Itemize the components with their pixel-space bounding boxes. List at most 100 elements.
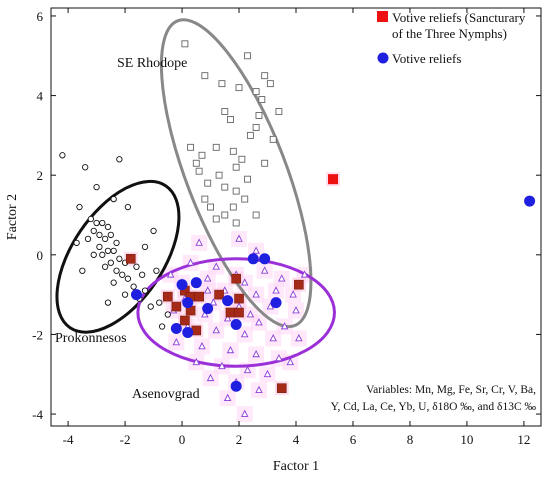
- x-tick-label: 8: [407, 432, 414, 447]
- asenovgrad-point: [280, 322, 289, 330]
- prokonnesos-point: [84, 235, 92, 243]
- rhodope-point: [218, 80, 226, 88]
- prokonnesos-point: [164, 311, 171, 318]
- rhodope-point: [201, 72, 209, 80]
- sanctuary-votive-point: [191, 325, 202, 336]
- asenovgrad-point: [206, 373, 215, 382]
- asenovgrad-point: [300, 270, 309, 278]
- rhodope-point: [201, 195, 209, 203]
- x-tick-label: -2: [120, 432, 131, 447]
- rhodope-point: [232, 163, 240, 171]
- asenovgrad-point: [260, 266, 269, 274]
- prokonnesos-point: [158, 323, 166, 330]
- asenovgrad-point: [195, 238, 203, 246]
- prokonnesos-point: [133, 263, 140, 270]
- rhodope-group-label: SE Rhodope: [117, 56, 187, 71]
- sanctuary-votive-point: [125, 254, 136, 264]
- prokonnesos-point: [150, 227, 157, 235]
- asenovgrad-point: [272, 286, 280, 294]
- rhodope-point: [235, 84, 243, 92]
- x-tick-label: 4: [293, 432, 300, 447]
- rhodope-point: [252, 88, 260, 96]
- prokonnesos-point: [116, 255, 123, 262]
- prokonnesos-point: [104, 299, 112, 306]
- asenovgrad-point: [292, 306, 300, 314]
- sanctuary-votive-point: [276, 383, 287, 393]
- prokonnesos-point: [104, 247, 112, 254]
- prokonnesos-point: [110, 279, 117, 286]
- rhodope-point: [252, 123, 260, 131]
- votive-relief-point: [259, 253, 271, 265]
- sanctuary-votive-point-outlier: [328, 174, 339, 185]
- asenovgrad-point: [209, 298, 218, 306]
- sanctuary-votive-point: [294, 279, 304, 290]
- asenovgrad-point: [223, 314, 232, 322]
- votive-relief-point: [170, 322, 182, 334]
- sanctuary-votive-point: [214, 289, 224, 300]
- rhodope-point: [229, 147, 237, 155]
- asenovgrad-point: [198, 342, 206, 350]
- asenovgrad-point: [263, 369, 272, 378]
- rhodope-point: [255, 112, 263, 119]
- legend-marker-blue-circle: [377, 52, 389, 64]
- x-tick-label: 12: [517, 432, 530, 447]
- prokonnesos-group-label: Prokonnesos: [55, 331, 127, 346]
- rhodope-point: [221, 108, 229, 115]
- tick-layer: -4 -2 0 2 4 6 8 10 12 -4 -2 0 2 4 6: [32, 8, 541, 447]
- rhodope-point: [244, 175, 252, 183]
- rhodope-point: [266, 80, 274, 88]
- rhodope-point: [215, 171, 223, 179]
- variables-note-line2: Y, Cd, La, Ce, Yb, U, δ18O ‰, and δ13C ‰: [331, 401, 537, 413]
- rhodope-point: [246, 131, 254, 139]
- x-tick-label: -4: [63, 432, 74, 447]
- asenovgrad-point: [223, 393, 232, 401]
- prokonnesos-point: [73, 239, 80, 247]
- sanctuary-votive-point: [234, 293, 244, 304]
- sanctuary-votive-point: [171, 301, 182, 312]
- votive-relief-point: [222, 295, 234, 307]
- rhodope-point: [192, 159, 200, 167]
- rhodope-point: [207, 203, 214, 211]
- rhodope-point: [258, 96, 266, 104]
- asenovgrad-point: [252, 246, 260, 254]
- y-tick-label: -2: [32, 327, 43, 342]
- prokonnesos-point: [76, 203, 83, 211]
- asenovgrad-point: [278, 274, 286, 282]
- prokonnesos-point: [96, 231, 103, 239]
- sanctuary-votive-point: [231, 273, 241, 284]
- rhodope-point: [195, 167, 203, 175]
- asenovgrad-point: [172, 338, 181, 346]
- rhodope-point: [227, 116, 234, 123]
- prokonnesos-point: [101, 263, 109, 270]
- x-axis-title: Factor 1: [273, 459, 319, 474]
- asenovgrad-point: [226, 345, 235, 354]
- votive-relief-point: [202, 303, 214, 315]
- asenovgrad-point: [252, 290, 260, 298]
- asenovgrad-point: [212, 262, 220, 270]
- asenovgrad-point: [203, 274, 212, 282]
- prokonnesos-point: [156, 299, 163, 306]
- prokonnesos-point: [99, 219, 106, 227]
- votive-relief-point: [182, 326, 194, 338]
- votive-relief-point: [247, 253, 259, 265]
- prokonnesos-point: [79, 267, 86, 274]
- y-tick-label: 4: [37, 89, 44, 104]
- x-tick-label: 6: [350, 432, 357, 447]
- legend-label-sanctuary-line2: of the Three Nymphs): [392, 26, 507, 41]
- prokonnesos-point: [99, 251, 106, 258]
- asenovgrad-point: [186, 258, 195, 266]
- asenovgrad-point: [269, 334, 277, 342]
- rhodope-point: [181, 40, 189, 48]
- prokonnesos-point: [119, 271, 126, 278]
- votive-relief-point: [176, 279, 188, 291]
- legend-label-votive-reliefs: Votive reliefs: [392, 51, 461, 66]
- asenovgrad-point: [166, 270, 175, 278]
- rhodope-point: [221, 183, 229, 191]
- prokonnesos-point: [87, 215, 95, 223]
- asenovgrad-point: [275, 353, 283, 362]
- point-layer: [59, 40, 536, 417]
- rhodope-point: [241, 195, 249, 203]
- prokonnesos-point: [93, 219, 100, 227]
- rhodope-point: [229, 203, 237, 211]
- prokonnesos-point: [113, 267, 120, 274]
